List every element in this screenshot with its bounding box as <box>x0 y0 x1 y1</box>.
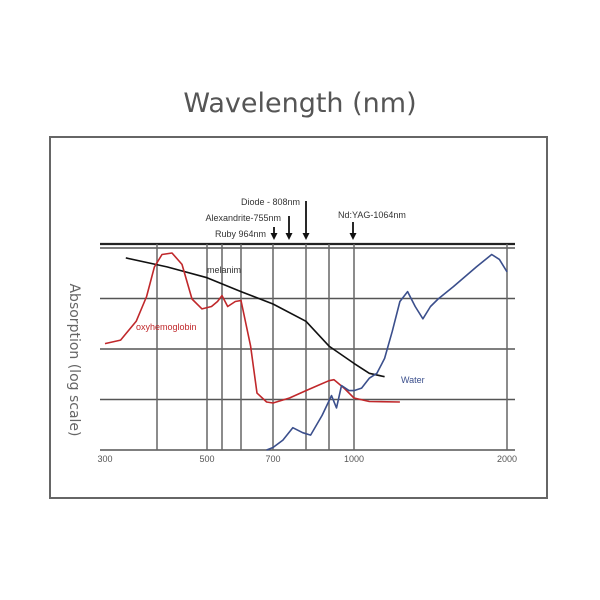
series-layer: melanim oxyhemoglobin Water <box>104 252 508 451</box>
series-line-melanim <box>125 257 385 378</box>
annotation-label: Diode - 808nm <box>241 197 300 207</box>
series-line-oxyhemoglobin <box>104 252 400 404</box>
chart-title: Wavelength (nm) <box>183 88 417 119</box>
x-tick-label: 700 <box>265 454 280 464</box>
series-label-oxyhemoglobin: oxyhemoglobin <box>136 322 197 332</box>
grid-layer <box>100 242 515 451</box>
annotation-arrow-head <box>285 233 293 240</box>
annotation-label: Ruby 964nm <box>215 229 266 239</box>
chart-frame <box>49 136 548 499</box>
series-line-water <box>266 253 508 451</box>
annotation-label: Alexandrite-755nm <box>205 213 281 223</box>
x-tick-label: 1000 <box>344 454 364 464</box>
y-axis-label: Absorption (log scale) <box>66 283 82 437</box>
annotation-arrow-head <box>270 233 278 240</box>
tick-layer: 300 500 700 1000 2000 <box>97 454 517 464</box>
x-tick-label: 500 <box>199 454 214 464</box>
series-label-water: Water <box>401 375 425 385</box>
annotation-layer: Diode - 808nm Alexandrite-755nm Ruby 964nm… <box>205 197 406 240</box>
annotation-label: Nd:YAG-1064nm <box>338 210 406 220</box>
annotation-arrow-head <box>302 233 310 240</box>
series-label-melanim: melanim <box>207 265 241 275</box>
x-tick-label: 300 <box>97 454 112 464</box>
x-tick-label: 2000 <box>497 454 517 464</box>
annotation-arrow-head <box>349 233 357 240</box>
